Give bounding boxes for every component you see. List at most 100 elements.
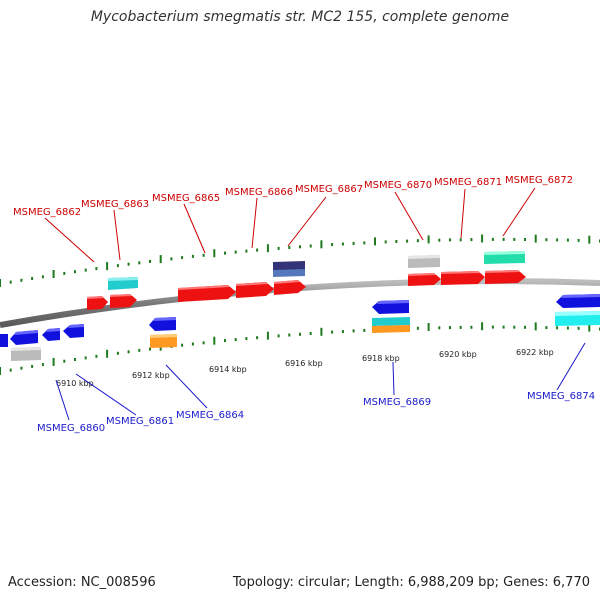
gene-feature-msmeg-6866[interactable] — [236, 282, 274, 298]
minor-tick — [513, 237, 516, 241]
minor-tick — [470, 325, 473, 329]
map-title: Mycobacterium smegmatis str. MC2 155, co… — [90, 9, 510, 25]
minor-tick — [459, 325, 462, 329]
minor-tick — [20, 278, 23, 282]
tick-label-6918: 6918 kbp — [362, 354, 400, 363]
gene-label-msmeg-6870[interactable]: MSMEG_6870 — [364, 180, 432, 191]
minor-tick — [224, 339, 226, 343]
gene-feature-msmeg-6874[interactable] — [556, 294, 600, 308]
gene-label-msmeg-6860[interactable]: MSMEG_6860 — [37, 423, 105, 434]
minor-tick — [84, 356, 87, 360]
gene-feature-msmeg-6867[interactable] — [274, 280, 306, 295]
minor-tick — [331, 243, 334, 247]
minor-tick — [556, 238, 559, 242]
minor-tick — [352, 329, 355, 333]
minor-tick — [245, 249, 248, 253]
tick-label-6910: 6910 kbp — [56, 379, 94, 388]
gene-feature-msmeg-6865[interactable] — [178, 285, 236, 302]
gene-feature-msmeg-6869[interactable] — [372, 300, 409, 314]
minor-tick — [395, 240, 398, 243]
minor-tick — [149, 259, 151, 263]
gene-label-msmeg-6865[interactable]: MSMEG_6865 — [152, 193, 220, 204]
gene-feature-left-edge[interactable] — [0, 334, 8, 347]
gene-feature-msmeg-6860[interactable] — [10, 330, 38, 345]
gene-label-msmeg-6871[interactable]: MSMEG_6871 — [434, 177, 502, 188]
tick-labels: 6910 kbp 6912 kbp 6914 kbp 6916 kbp 6918… — [56, 348, 554, 388]
gene-feature-msmeg-6863-cyan[interactable] — [108, 277, 138, 290]
major-tick — [159, 255, 162, 264]
minor-tick — [31, 277, 34, 280]
minor-tick — [566, 326, 569, 330]
gene-feature-msmeg-6872[interactable] — [485, 270, 526, 284]
major-tick — [213, 249, 216, 258]
gene-feature-msmeg-6861[interactable] — [42, 328, 60, 341]
minor-tick — [299, 332, 301, 336]
gene-feature-msmeg-6871[interactable] — [441, 271, 485, 285]
minor-tick — [309, 332, 312, 335]
minor-tick — [299, 245, 301, 249]
tick-label-6922: 6922 kbp — [516, 348, 554, 357]
tick-label-6914: 6914 kbp — [209, 365, 247, 374]
major-tick — [481, 234, 484, 243]
minor-tick — [545, 238, 548, 242]
gene-label-msmeg-6872[interactable]: MSMEG_6872 — [505, 175, 573, 186]
gene-label-msmeg-6866[interactable]: MSMEG_6866 — [225, 187, 293, 198]
minor-tick — [277, 246, 280, 250]
gene-feature-msmeg-6864[interactable] — [149, 317, 176, 331]
gene-label-msmeg-6862[interactable]: MSMEG_6862 — [13, 207, 81, 218]
gene-feature-msmeg-6872-green[interactable] — [484, 251, 525, 264]
major-tick — [320, 327, 323, 336]
minor-tick — [9, 280, 12, 284]
gene-feature-msmeg-6860-gray[interactable] — [11, 347, 41, 361]
minor-tick — [341, 242, 344, 246]
minor-tick — [352, 241, 355, 245]
gene-labels-reverse: MSMEG_6860 MSMEG_6861 MSMEG_6864 MSMEG_6… — [37, 391, 595, 434]
minor-tick — [513, 325, 516, 329]
minor-tick — [9, 368, 12, 372]
accession-label: Accession: NC_008596 — [8, 575, 156, 590]
gene-label-msmeg-6869[interactable]: MSMEG_6869 — [363, 397, 431, 408]
major-tick — [534, 234, 537, 243]
gene-feature-msmeg-6869-cyan[interactable] — [372, 317, 410, 333]
gene-feature-msmeg-6862[interactable] — [87, 296, 108, 310]
minor-tick — [245, 337, 248, 341]
minor-tick — [545, 326, 548, 330]
minor-tick — [234, 250, 237, 254]
major-tick — [427, 235, 430, 244]
minor-tick — [416, 326, 419, 330]
gene-feature-msmeg-6861b[interactable] — [63, 324, 84, 338]
forward-strand-genes — [87, 251, 526, 310]
reverse-strand-genes — [0, 294, 600, 361]
minor-tick — [256, 336, 259, 340]
minor-tick — [363, 241, 366, 245]
gene-label-msmeg-6863[interactable]: MSMEG_6863 — [81, 199, 149, 210]
gene-feature-msmeg-6863[interactable] — [110, 294, 137, 308]
minor-tick — [41, 275, 44, 279]
minor-tick — [63, 359, 66, 363]
gene-label-msmeg-6874[interactable]: MSMEG_6874 — [527, 391, 595, 402]
gene-feature-msmeg-6867-navy[interactable] — [273, 261, 305, 277]
gene-label-msmeg-6861[interactable]: MSMEG_6861 — [106, 416, 174, 427]
major-tick — [52, 357, 55, 366]
gene-labels-forward: MSMEG_6862 MSMEG_6863 MSMEG_6865 MSMEG_6… — [13, 175, 573, 218]
gene-label-msmeg-6864[interactable]: MSMEG_6864 — [176, 410, 244, 421]
minor-tick — [191, 254, 194, 258]
minor-tick — [191, 342, 194, 346]
major-tick — [266, 244, 269, 253]
minor-tick — [127, 262, 130, 266]
gene-feature-msmeg-6870-gray[interactable] — [408, 255, 440, 268]
gene-label-msmeg-6867[interactable]: MSMEG_6867 — [295, 184, 363, 195]
leader-lines-reverse — [55, 342, 586, 421]
major-tick — [427, 323, 430, 331]
minor-tick — [556, 326, 559, 330]
major-tick — [534, 322, 537, 331]
major-tick — [266, 331, 269, 340]
minor-tick — [74, 358, 76, 361]
minor-tick — [74, 270, 76, 274]
tick-label-6920: 6920 kbp — [439, 350, 477, 359]
gene-feature-msmeg-6864-orange[interactable] — [150, 334, 177, 348]
gene-feature-msmeg-6870[interactable] — [408, 273, 441, 286]
minor-tick — [63, 271, 66, 275]
gene-feature-msmeg-6874-cyan[interactable] — [555, 311, 600, 326]
minor-tick — [288, 333, 291, 337]
